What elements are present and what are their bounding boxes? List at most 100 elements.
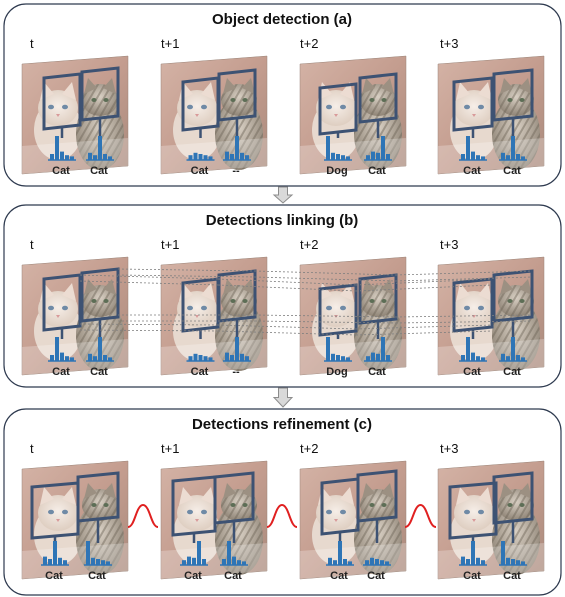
histogram-bar bbox=[240, 353, 244, 361]
white-kitten-head bbox=[38, 495, 78, 531]
histogram-bar bbox=[70, 357, 74, 361]
histogram-bar bbox=[506, 155, 510, 160]
histogram-bar bbox=[193, 353, 198, 361]
class-label: Cat bbox=[52, 165, 70, 177]
histogram-bar bbox=[346, 357, 350, 361]
class-label: Dog bbox=[326, 165, 347, 177]
histogram-bar bbox=[235, 337, 239, 361]
detection-box bbox=[492, 471, 534, 525]
class-score-histogram bbox=[180, 541, 208, 566]
histogram-bar bbox=[98, 337, 102, 361]
class-score-histogram bbox=[459, 541, 487, 566]
histogram-bar bbox=[516, 154, 520, 160]
class-score-histogram bbox=[86, 136, 114, 161]
time-step-label: t+2 bbox=[300, 237, 318, 252]
histogram-bar bbox=[203, 155, 208, 160]
detection-box bbox=[213, 471, 255, 525]
class-score-histogram bbox=[459, 136, 487, 161]
white-kitten-head bbox=[316, 495, 356, 531]
link-line bbox=[254, 314, 397, 318]
class-label: -- bbox=[232, 366, 240, 378]
detection-box bbox=[358, 273, 398, 325]
panel-title: Detections refinement (c) bbox=[192, 416, 372, 433]
histogram-bar bbox=[197, 541, 201, 565]
histogram-bar bbox=[348, 561, 352, 565]
frame-a-1: Cat -- bbox=[160, 55, 268, 177]
histogram-bar bbox=[208, 156, 213, 160]
histogram-bar bbox=[481, 156, 485, 160]
histogram-bar bbox=[188, 155, 193, 160]
frame-a-3: Cat Cat bbox=[437, 55, 545, 177]
panel-title: Object detection (a) bbox=[212, 11, 352, 28]
detection-box bbox=[318, 82, 358, 136]
histogram-bar bbox=[103, 154, 107, 160]
class-label: Cat bbox=[184, 570, 202, 582]
white-kitten-head bbox=[177, 495, 217, 531]
link-line bbox=[217, 284, 357, 292]
smoothing-curve bbox=[404, 503, 437, 528]
class-score-histogram bbox=[499, 337, 527, 362]
smoothing-curve bbox=[266, 503, 298, 528]
time-step-label: t bbox=[30, 441, 34, 456]
white-kitten-head bbox=[177, 90, 217, 126]
histogram-bar bbox=[202, 559, 206, 565]
histogram-bar bbox=[222, 559, 226, 565]
class-score-histogram bbox=[186, 152, 215, 161]
histogram-bar bbox=[198, 154, 203, 160]
detection-box bbox=[356, 469, 398, 523]
histogram-bar bbox=[371, 352, 375, 361]
time-step-label: t+3 bbox=[440, 237, 458, 252]
detection-box bbox=[80, 267, 120, 323]
histogram-bar bbox=[338, 541, 342, 565]
histogram-bar bbox=[336, 355, 340, 361]
time-step-label: t+2 bbox=[300, 441, 318, 456]
detection-box bbox=[318, 283, 358, 337]
panel-border bbox=[3, 3, 562, 187]
time-step-label: t+1 bbox=[161, 441, 179, 456]
histogram-bar bbox=[96, 559, 100, 565]
histogram-bar bbox=[242, 561, 246, 565]
panel-title: Detections linking (b) bbox=[206, 212, 359, 229]
histogram-bar bbox=[198, 355, 203, 361]
class-score-histogram bbox=[186, 353, 215, 362]
histogram-bar bbox=[232, 556, 236, 565]
histogram-bar bbox=[50, 355, 54, 361]
white-kitten-head bbox=[454, 291, 494, 327]
class-score-histogram bbox=[324, 136, 352, 161]
histogram-bar bbox=[58, 557, 62, 565]
detection-box bbox=[452, 277, 494, 333]
time-step-label: t+1 bbox=[161, 237, 179, 252]
histogram-bar bbox=[103, 355, 107, 361]
class-score-histogram bbox=[220, 541, 248, 566]
class-label: Dog bbox=[326, 366, 347, 378]
histogram-bar bbox=[245, 356, 249, 361]
histogram-bar bbox=[60, 352, 64, 361]
histogram-bar bbox=[88, 353, 92, 361]
class-score-histogram bbox=[363, 557, 391, 566]
class-label: Cat bbox=[90, 165, 108, 177]
class-score-histogram bbox=[324, 337, 352, 362]
histogram-bar bbox=[471, 352, 475, 361]
histogram-bar bbox=[466, 337, 470, 361]
frame-b-0: Cat Cat bbox=[21, 256, 129, 378]
histogram-bar bbox=[501, 541, 505, 565]
class-label: -- bbox=[232, 165, 240, 177]
white-kitten-head bbox=[38, 291, 78, 327]
panel-b: Detections linking (b) t Cat Cat t+1 Cat -- t+2… bbox=[3, 204, 562, 388]
time-step-label: t+1 bbox=[161, 36, 179, 51]
histogram-bar bbox=[328, 557, 332, 565]
link-line bbox=[79, 274, 219, 280]
histogram-bar bbox=[237, 560, 241, 565]
time-step-label: t+2 bbox=[300, 36, 318, 51]
class-label: Cat bbox=[503, 570, 521, 582]
class-label: Cat bbox=[45, 570, 63, 582]
detection-box bbox=[320, 477, 360, 536]
histogram-bar bbox=[516, 560, 520, 565]
histogram-bar bbox=[381, 136, 385, 160]
link-line bbox=[254, 270, 397, 276]
time-step-label: t bbox=[30, 36, 34, 51]
detection-box bbox=[30, 481, 80, 540]
white-kitten-head bbox=[177, 291, 217, 327]
histogram-bar bbox=[511, 559, 515, 565]
